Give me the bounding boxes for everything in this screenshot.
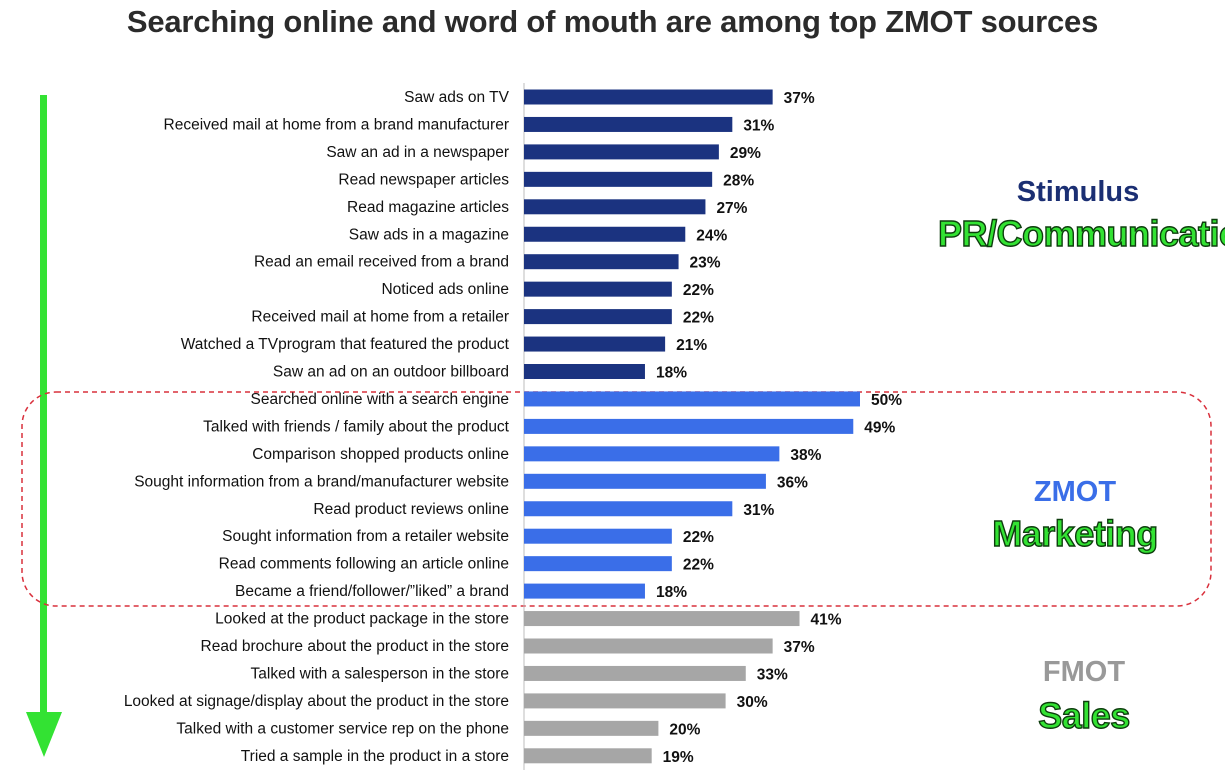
bar [524, 748, 652, 764]
group-label-zmot: ZMOT Marketing [935, 476, 1215, 555]
category-labels: Saw ads on TV Received mail at home from … [124, 89, 510, 765]
bar [524, 583, 645, 599]
bar [524, 720, 659, 736]
data-label: 41% [811, 612, 842, 629]
bar [524, 528, 672, 544]
category-label: Watched a TVprogram that featured the pr… [181, 336, 510, 353]
category-label: Received mail at home from a retailer [251, 309, 509, 326]
data-label: 49% [864, 419, 895, 436]
category-label: Sought information from a brand/manufact… [134, 473, 509, 490]
category-label: Looked at the product package in the sto… [215, 611, 509, 628]
category-label: Read product reviews online [313, 501, 509, 518]
category-label: Looked at signage/display about the prod… [124, 693, 509, 710]
bar [524, 281, 672, 297]
bar [524, 199, 706, 215]
bar [524, 364, 645, 379]
bar [524, 473, 766, 489]
data-label: 24% [696, 227, 727, 244]
data-labels: 37% 31% 29% 28% 27% 24% 23% 22% 22% 21% 18% 50% 49% 3… [656, 90, 902, 766]
category-label: Talked with a customer service rep on th… [176, 720, 509, 737]
data-label: 23% [690, 255, 721, 272]
data-label: 33% [757, 666, 788, 683]
data-label: 28% [723, 172, 754, 189]
bar [524, 116, 733, 132]
bar [524, 446, 780, 462]
category-label: Received mail at home from a brand manuf… [164, 116, 509, 133]
down-arrow-icon [26, 95, 62, 757]
bar [524, 336, 666, 352]
category-label: Searched online with a search engine [250, 391, 509, 408]
category-label: Saw an ad in a newspaper [326, 144, 509, 161]
bar [524, 611, 800, 627]
data-label: 37% [784, 90, 815, 107]
category-label: Read newspaper articles [338, 171, 509, 188]
category-label: Tried a sample in the product in a store [241, 748, 509, 765]
data-label: 31% [743, 117, 774, 134]
category-label: Noticed ads online [381, 281, 509, 298]
group-label-fmot: FMOT Sales [944, 656, 1224, 737]
group-name: ZMOT [1033, 476, 1117, 508]
category-label: Saw an ad on an outdoor billboard [273, 364, 509, 381]
category-label: Read brochure about the product in the s… [201, 638, 509, 655]
data-label: 22% [683, 310, 714, 327]
group-subtitle: Marketing [992, 512, 1159, 554]
data-label: 22% [683, 529, 714, 546]
bar [524, 638, 773, 654]
category-label: Became a friend/follower/”liked” a brand [235, 583, 509, 600]
bar [524, 418, 854, 434]
data-label: 37% [784, 639, 815, 656]
bar [524, 693, 726, 709]
bar [524, 226, 686, 242]
group-subtitle: PR/Communications [937, 212, 1225, 254]
data-label: 18% [656, 584, 687, 601]
data-label: 36% [777, 474, 808, 491]
data-label: 20% [669, 721, 700, 738]
category-label: Read comments following an article onlin… [219, 556, 509, 573]
bar [524, 665, 746, 681]
data-label: 27% [716, 200, 747, 217]
data-label: 29% [730, 145, 761, 162]
group-name: FMOT [1042, 656, 1126, 688]
data-label: 30% [737, 694, 768, 711]
category-label: Comparison shopped products online [252, 446, 509, 463]
bar [524, 309, 672, 325]
bar [524, 144, 719, 160]
category-label: Sought information from a retailer websi… [222, 528, 509, 545]
category-label: Saw ads on TV [404, 89, 509, 106]
data-label: 18% [656, 365, 687, 382]
bar [524, 89, 773, 105]
data-label: 21% [676, 337, 707, 354]
bar [524, 254, 679, 270]
bar [524, 501, 733, 517]
category-label: Talked with a salesperson in the store [251, 665, 509, 682]
data-label: 31% [743, 502, 774, 519]
data-label: 50% [871, 392, 902, 409]
data-label: 19% [663, 749, 694, 766]
data-label: 22% [683, 557, 714, 574]
arrow-head [26, 712, 62, 757]
bar [524, 391, 860, 407]
arrow-shaft [40, 95, 47, 717]
group-subtitle: Sales [1038, 694, 1131, 736]
category-label: Read magazine articles [347, 199, 509, 216]
category-label: Saw ads in a magazine [349, 226, 509, 243]
group-name: Stimulus [1016, 176, 1140, 208]
chart-title: Searching online and word of mouth are a… [126, 4, 1099, 39]
group-label-stimulus: Stimulus PR/Communications [937, 176, 1225, 255]
data-label: 22% [683, 282, 714, 299]
category-label: Talked with friends / family about the p… [203, 418, 510, 435]
bar [524, 171, 713, 187]
bars [524, 89, 860, 764]
category-label: Read an email received from a brand [254, 254, 509, 271]
data-label: 38% [790, 447, 821, 464]
bar [524, 556, 672, 572]
